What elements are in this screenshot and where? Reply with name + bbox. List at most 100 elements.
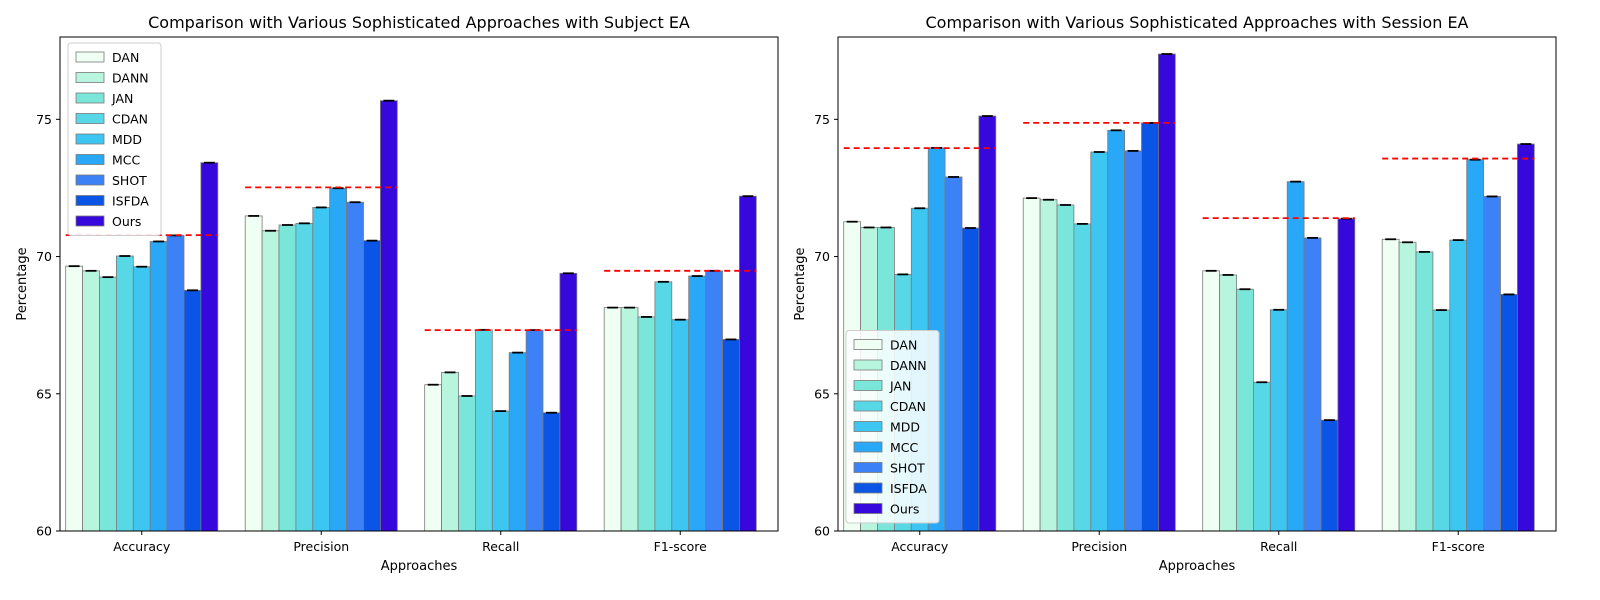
x-tick-label: Accuracy <box>891 539 949 554</box>
chart-panel-2: Comparison with Various Sophisticated Ap… <box>793 13 1557 574</box>
bar-mdd-recall <box>1269 309 1288 532</box>
bar-ours-accuracy <box>200 162 219 532</box>
bar-jan-precision <box>1056 204 1075 532</box>
legend-label-shot: SHOT <box>890 461 925 476</box>
bar-mcc-f1-score <box>688 275 707 532</box>
bar-isfda-f1-score <box>1500 294 1518 532</box>
legend-label-cdan: CDAN <box>112 112 148 127</box>
legend-swatch-cdan <box>853 400 883 412</box>
bar-ours-accuracy <box>978 115 997 532</box>
y-tick-label: 75 <box>36 112 52 127</box>
legend-label-dan: DAN <box>890 338 917 353</box>
bar-dann-f1-score <box>620 307 639 532</box>
legend-swatch-isfda <box>75 195 105 206</box>
legend-label-mdd: MDD <box>112 132 142 147</box>
legend-label-jan: JAN <box>111 91 133 106</box>
chart-panel-1: Comparison with Various Sophisticated Ap… <box>15 13 779 574</box>
bar-cdan-precision <box>1073 223 1092 532</box>
bar-mdd-f1-score <box>1449 239 1468 532</box>
bar-cdan-accuracy <box>116 255 134 532</box>
x-tick-label: F1-score <box>654 539 708 554</box>
bar-dann-recall <box>1219 274 1237 532</box>
x-tick-label: Precision <box>293 539 349 554</box>
bar-mcc-precision <box>1107 129 1125 532</box>
bar-shot-accuracy <box>166 235 185 532</box>
bar-mcc-accuracy <box>149 241 168 532</box>
bar-mdd-precision <box>1090 151 1109 532</box>
bar-isfda-accuracy <box>961 227 980 532</box>
bar-shot-recall <box>1303 237 1322 532</box>
bar-cdan-recall <box>474 329 493 532</box>
bar-isfda-f1-score <box>722 339 740 532</box>
bar-mdd-precision <box>312 207 331 532</box>
legend-label-ours: Ours <box>112 214 141 229</box>
legend-swatch-ours <box>75 215 105 227</box>
legend-swatch-shot <box>75 174 105 186</box>
chart-title: Comparison with Various Sophisticated Ap… <box>926 13 1469 32</box>
bar-mcc-recall <box>1286 181 1305 532</box>
legend-swatch-dann <box>853 359 883 371</box>
legend-swatch-jan <box>853 380 883 391</box>
legend-swatch-jan <box>75 92 105 104</box>
legend-swatch-dann <box>75 72 105 83</box>
plot-frame <box>837 36 1557 532</box>
bar-dan-precision <box>244 215 263 532</box>
bar-isfda-accuracy <box>183 289 202 532</box>
bar-dann-precision <box>261 230 280 532</box>
bar-mcc-precision <box>329 187 348 532</box>
bar-cdan-recall <box>1253 381 1271 532</box>
bar-ours-f1-score <box>739 195 757 532</box>
bar-shot-accuracy <box>944 176 963 532</box>
legend-swatch-shot <box>853 462 883 473</box>
bar-dann-precision <box>1039 199 1058 532</box>
bar-cdan-precision <box>295 222 314 532</box>
y-tick-label: 60 <box>36 524 52 539</box>
bar-ours-precision <box>379 100 398 532</box>
bar-dann-accuracy <box>82 270 100 532</box>
legend-label-dann: DANN <box>112 71 149 86</box>
bar-shot-f1-score <box>1483 196 1501 532</box>
bar-jan-accuracy <box>99 276 117 532</box>
bar-jan-f1-score <box>637 316 656 532</box>
bar-mdd-accuracy <box>132 266 151 532</box>
bar-shot-f1-score <box>705 270 723 532</box>
legend-swatch-isfda <box>853 482 883 494</box>
bar-shot-recall <box>525 329 544 532</box>
legend-box <box>845 330 940 524</box>
x-tick-label: F1-score <box>1432 539 1486 554</box>
bar-dan-recall <box>1202 270 1220 532</box>
bar-ours-recall <box>1337 218 1356 532</box>
y-tick-label: 65 <box>36 386 52 401</box>
bar-mcc-recall <box>508 352 527 532</box>
bar-dan-accuracy <box>65 265 83 532</box>
x-tick-label: Recall <box>1260 539 1297 554</box>
legend-swatch-mcc <box>75 154 105 165</box>
bar-mcc-f1-score <box>1466 159 1484 532</box>
legend-box <box>67 42 162 236</box>
bar-jan-precision <box>278 224 297 532</box>
legend-label-ours: Ours <box>890 502 919 517</box>
y-tick-label: 65 <box>814 386 830 401</box>
x-axis-label: Approaches <box>1159 559 1236 574</box>
bar-ours-precision <box>1158 53 1176 532</box>
legend-label-isfda: ISFDA <box>112 194 149 209</box>
legend-label-mcc: MCC <box>112 153 141 168</box>
legend-label-cdan: CDAN <box>890 399 926 414</box>
x-tick-label: Precision <box>1071 539 1127 554</box>
y-tick-label: 60 <box>814 524 830 539</box>
legend-swatch-dan <box>853 339 883 350</box>
bar-isfda-recall <box>1320 419 1339 532</box>
legend: DAN DANN JAN CDAN MDD MCC SHOT ISFDA Ours <box>67 42 162 236</box>
y-tick-label: 70 <box>814 249 830 264</box>
bar-ours-f1-score <box>1517 143 1535 532</box>
bar-mdd-recall <box>491 410 510 532</box>
legend-label-mcc: MCC <box>890 440 919 455</box>
legend-swatch-mcc <box>853 441 883 453</box>
legend: DAN DANN JAN CDAN MDD MCC SHOT ISFDA Ours <box>845 330 940 524</box>
y-axis-label: Percentage <box>793 247 808 320</box>
legend-label-shot: SHOT <box>112 173 147 188</box>
legend-label-isfda: ISFDA <box>890 481 927 496</box>
bar-dan-f1-score <box>1381 238 1400 532</box>
bar-mdd-f1-score <box>671 319 690 532</box>
